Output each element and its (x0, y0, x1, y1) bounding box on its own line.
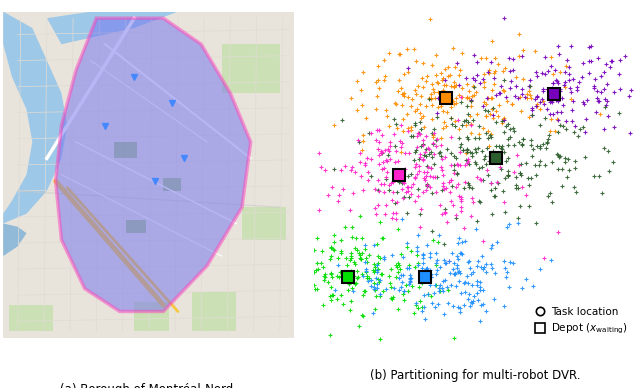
Bar (193, 292, 236, 331)
Bar (134, 302, 169, 331)
Bar (221, 44, 280, 93)
Polygon shape (56, 18, 251, 312)
Polygon shape (47, 12, 178, 44)
Legend: Task location, Depot ($x_{\mathrm{waiting}}$): Task location, Depot ($x_{\mathrm{waitin… (531, 303, 632, 341)
Bar (114, 142, 137, 158)
Polygon shape (3, 12, 67, 223)
Text: (a) Borough of Montréal-Nord.: (a) Borough of Montréal-Nord. (60, 383, 237, 388)
Bar (125, 220, 146, 233)
Bar (163, 178, 181, 191)
Bar (9, 305, 52, 331)
Polygon shape (3, 223, 26, 256)
Text: (b) Partitioning for multi-robot DVR.: (b) Partitioning for multi-robot DVR. (370, 369, 580, 383)
Bar (242, 207, 285, 240)
